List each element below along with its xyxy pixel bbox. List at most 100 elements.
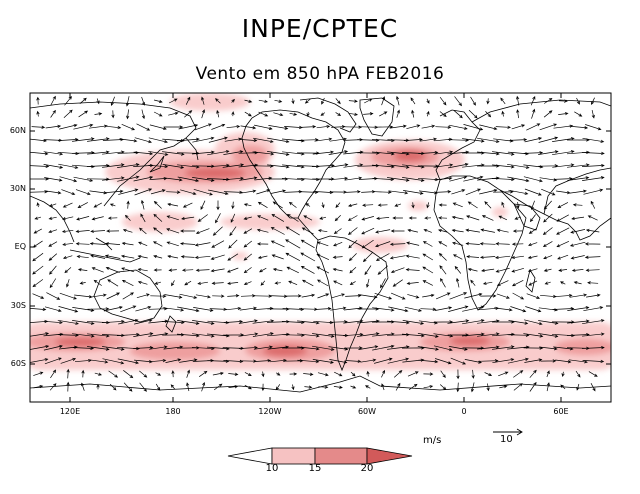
wind-vector [225, 306, 242, 311]
wind-vector [288, 201, 297, 208]
wind-vector [43, 164, 64, 169]
wind-vector [454, 96, 462, 107]
wind-vector [390, 267, 405, 273]
wind-vector [511, 267, 524, 273]
wind-vector [567, 319, 590, 324]
wind-vector [406, 241, 420, 246]
wind-vector [201, 96, 205, 105]
wind-vector [201, 381, 206, 392]
wind-vector [552, 306, 575, 311]
wind-vector [134, 137, 152, 144]
wind-vector [542, 227, 553, 235]
wind-vector [417, 333, 439, 338]
wind-vector [108, 370, 119, 378]
wind-vector [195, 268, 210, 272]
wind-vector [87, 333, 110, 338]
wind-vector [344, 125, 363, 129]
lon-label-180: 180 [165, 407, 181, 416]
wind-vector [194, 255, 211, 260]
wind-vector [212, 371, 224, 376]
wind-vector [210, 254, 225, 260]
wind-vector [122, 228, 133, 233]
wind-vector [239, 306, 257, 311]
wind-vector [211, 123, 226, 130]
wind-vector [272, 268, 283, 272]
wind-vector [257, 255, 268, 260]
wind-vector [59, 292, 77, 300]
wind-vector [139, 382, 147, 392]
wind-vector [343, 163, 364, 168]
wind-vector [140, 199, 145, 210]
wind-vectors [30, 95, 605, 393]
wind-vector [590, 383, 596, 392]
wind-vector [486, 383, 490, 392]
wind-vector [567, 306, 590, 311]
wind-vector [286, 214, 299, 222]
wind-vector [153, 213, 163, 222]
wind-vector [424, 216, 432, 220]
wind-vector [79, 97, 87, 104]
wind-vector [538, 136, 559, 143]
wind-vector [126, 200, 130, 209]
wind-vector [167, 254, 179, 259]
wind-vector [375, 253, 390, 261]
wind-vector [117, 151, 140, 155]
wind-vector [244, 384, 252, 390]
wind-vector [317, 229, 328, 233]
wind-vector [434, 176, 453, 181]
wind-vector [105, 125, 122, 130]
wind-vector [462, 305, 485, 312]
wind-vector [141, 96, 146, 106]
wind-vector [167, 202, 179, 207]
wind-vector [304, 98, 311, 104]
wind-vector [50, 95, 56, 106]
wind-vector [133, 175, 154, 182]
wind-vector [542, 241, 553, 248]
wind-vector [150, 358, 167, 363]
wind-vector [582, 359, 605, 364]
wind-vector [422, 293, 435, 298]
wind-vector [304, 385, 313, 389]
wind-vector [272, 201, 283, 209]
wind-vector [392, 216, 403, 220]
wind-vector [267, 151, 290, 156]
wind-vector [491, 177, 515, 182]
wind-vector [527, 268, 538, 273]
wind-vector [285, 226, 300, 236]
lon-label-60w: 60W [357, 407, 377, 416]
lat-label-30s: 30S [10, 301, 26, 310]
wind-vector [402, 177, 425, 182]
wind-vector [570, 255, 585, 260]
wind-vector [333, 385, 343, 389]
wind-vector [197, 214, 208, 222]
wind-vector [524, 358, 543, 363]
wind-vector [168, 111, 179, 116]
wind-vector [208, 189, 229, 196]
wind-vector [395, 382, 401, 391]
wind-vector [244, 372, 252, 376]
wind-vector [492, 358, 515, 364]
wind-vector [258, 111, 269, 117]
wind-vector [583, 306, 604, 312]
wind-vector [312, 359, 334, 364]
wind-vector [227, 294, 240, 298]
wind-vector [387, 357, 410, 364]
wind-vector [479, 242, 496, 246]
wind-vector [381, 96, 386, 106]
wind-vector [75, 242, 90, 246]
wind-vector [452, 241, 464, 246]
wind-vector [465, 188, 481, 196]
wind-vector [348, 112, 359, 116]
wind-vector [228, 239, 238, 249]
wind-vector [583, 188, 604, 195]
wind-vector [492, 164, 515, 169]
wind-vector [529, 381, 537, 392]
wind-vector [180, 255, 195, 259]
wind-vector [87, 150, 110, 155]
wind-vector [329, 359, 348, 364]
wind-vector [66, 381, 70, 392]
wind-vector [587, 215, 598, 221]
wind-vector [538, 150, 559, 155]
wind-vector [363, 112, 374, 116]
wind-vector [523, 333, 544, 338]
